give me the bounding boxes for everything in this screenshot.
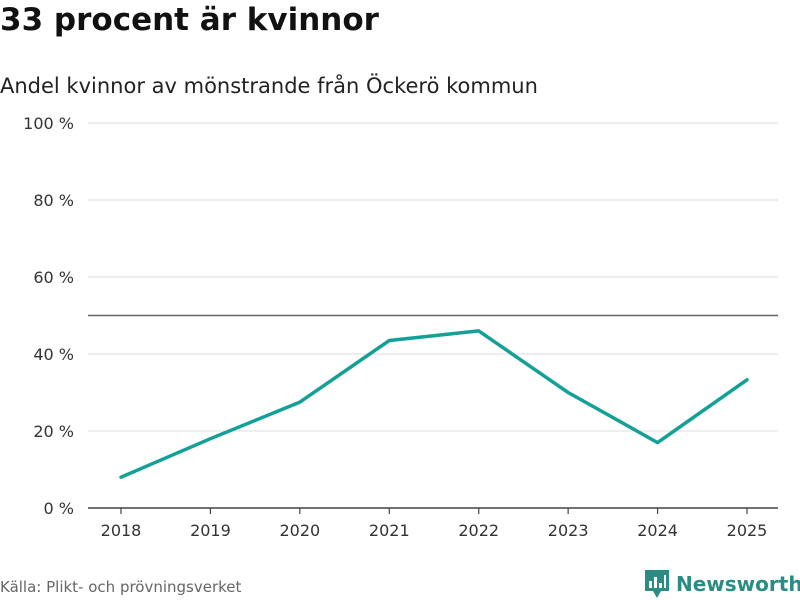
brand-name: Newsworthy (676, 572, 800, 596)
y-tick-label: 100 % (23, 114, 74, 133)
brand-logo: Newsworthy (644, 568, 800, 600)
x-tick-label-2022: 2022 (458, 521, 499, 540)
x-tick-label-2018: 2018 (101, 521, 142, 540)
page-title: 33 procent är kvinnor (0, 2, 379, 38)
y-axis-ticks: 0 % 20 % 40 % 60 % 80 % 100 % (23, 114, 74, 518)
x-tick-label-2024: 2024 (637, 521, 678, 540)
y-tick-label: 60 % (33, 268, 74, 287)
newsworthy-logo-icon (645, 570, 669, 598)
y-tick-label: 0 % (44, 499, 74, 518)
x-tick-label-2021: 2021 (369, 521, 410, 540)
x-tick-label-2020: 2020 (279, 521, 320, 540)
x-tick-label-2019: 2019 (190, 521, 231, 540)
y-tick-label: 20 % (33, 422, 74, 441)
y-tick-label: 80 % (33, 191, 74, 210)
chart-subtitle: Andel kvinnor av mönstrande från Öckerö … (0, 74, 538, 98)
x-tick-label-2025: 2025 (727, 521, 768, 540)
grid-lines (88, 122, 778, 432)
x-tick-label-2023: 2023 (548, 521, 589, 540)
x-axis-ticks: 2018 2019 2020 2021 2022 2023 2024 2025 (101, 508, 768, 540)
source-note: Källa: Plikt- och prövningsverket (0, 578, 242, 596)
series-line-andel-kvinnor (119, 329, 749, 479)
y-tick-label: 40 % (33, 345, 74, 364)
